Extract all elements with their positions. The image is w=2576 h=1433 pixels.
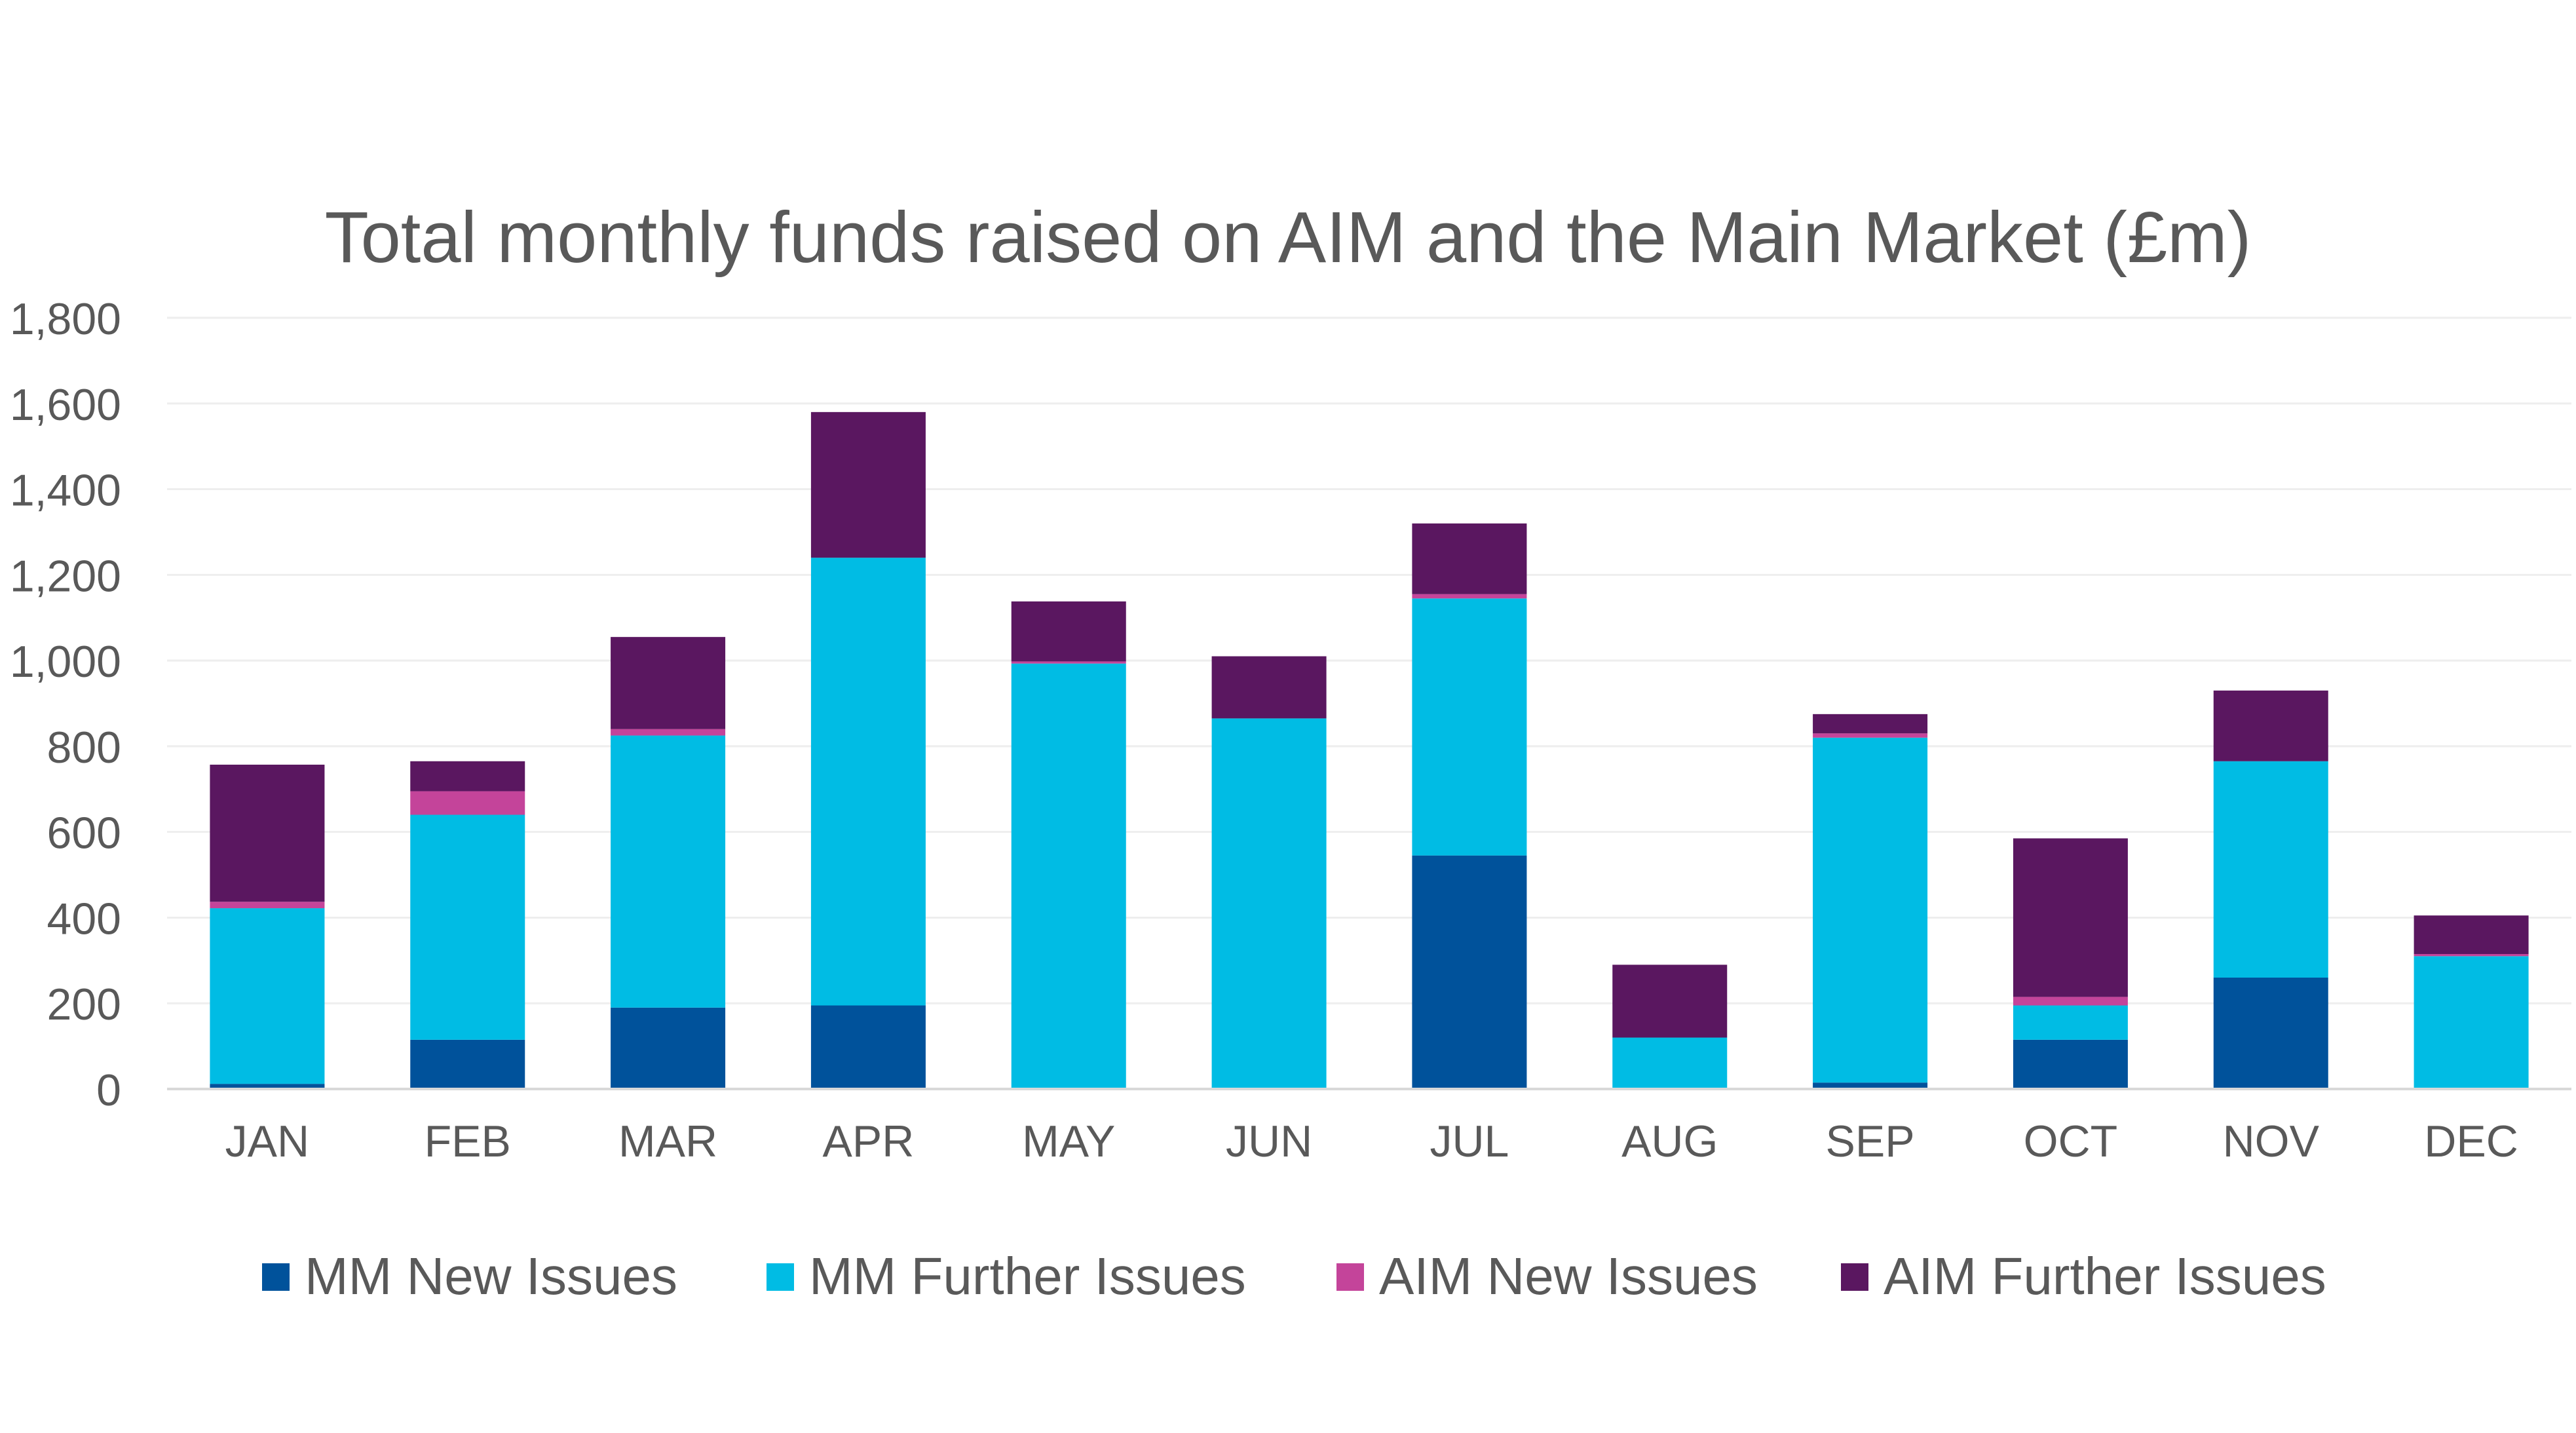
legend-label: MM Further Issues: [809, 1247, 1246, 1305]
legend-label: MM New Issues: [305, 1247, 677, 1305]
x-tick-label: OCT: [2024, 1117, 2118, 1166]
bar-segment: [410, 1039, 525, 1089]
bar-segment: [2414, 956, 2529, 1089]
bar-segment: [2213, 690, 2328, 761]
x-tick-label: NOV: [2223, 1117, 2320, 1166]
bar-segment: [2213, 977, 2328, 1089]
bar-segment: [210, 908, 325, 1084]
bar-segment: [1011, 663, 1126, 1088]
x-tick-label: JUL: [1430, 1117, 1509, 1166]
bar-segment: [1211, 718, 1327, 1089]
y-tick-label: 1,600: [10, 380, 121, 430]
bar-segment: [1813, 714, 1928, 734]
bar-segment: [2013, 997, 2128, 1006]
bar-segment: [210, 765, 325, 902]
y-tick-label: 800: [47, 723, 121, 773]
bar-segment: [1412, 523, 1527, 594]
bar-segment: [2414, 954, 2529, 957]
y-tick-label: 1,200: [10, 551, 121, 601]
x-tick-label: SEP: [1826, 1117, 1915, 1166]
bar-segment: [611, 1007, 726, 1089]
bar-segment: [410, 761, 525, 792]
bar-segment: [410, 814, 525, 1040]
legend: MM New Issues MM Further Issues AIM New Is…: [262, 1247, 2326, 1305]
bar-segment: [410, 791, 525, 815]
bar-segment: [1612, 965, 1728, 1038]
bar-segment: [611, 729, 726, 736]
bar-segment: [2414, 915, 2529, 955]
bar-segment: [2213, 761, 2328, 978]
bar-segment: [2013, 838, 2128, 997]
bar-segment: [1612, 1037, 1728, 1089]
legend-item: MM New Issues: [262, 1247, 677, 1305]
y-tick-label: 1,400: [10, 466, 121, 516]
x-tick-label: APR: [823, 1117, 915, 1166]
chart-title: Total monthly funds raised on AIM and th…: [325, 197, 2252, 278]
x-axis-tick-labels: JAN FEB MAR APR MAY JUN JUL AUG SEP OCT NOV DEC: [225, 1117, 2518, 1166]
legend-item: AIM New Issues: [1336, 1247, 1758, 1305]
bar-segment: [810, 558, 926, 1006]
x-tick-label: FEB: [425, 1117, 511, 1166]
y-tick-label: 400: [47, 894, 121, 944]
bar-segment: [210, 1084, 325, 1089]
bar-segment: [1412, 594, 1527, 599]
y-tick-label: 200: [47, 980, 121, 1029]
bars: [210, 411, 2529, 1089]
y-tick-label: 600: [47, 809, 121, 858]
legend-swatch: [767, 1263, 794, 1291]
bar-segment: [810, 1005, 926, 1089]
bar-segment: [1011, 661, 1126, 664]
x-tick-label: MAR: [618, 1117, 717, 1166]
y-axis-tick-labels: 0 200 400 600 800 1,000 1,200 1,400 1,600 1,800: [10, 294, 121, 1115]
bar-segment: [611, 735, 726, 1008]
y-tick-label: 1,000: [10, 637, 121, 687]
legend-item: MM Further Issues: [767, 1247, 1246, 1305]
bar-segment: [2013, 1039, 2128, 1089]
y-tick-label: 1,800: [10, 294, 121, 344]
bar-segment: [1412, 855, 1527, 1089]
x-tick-label: JAN: [225, 1117, 309, 1166]
legend-swatch: [1841, 1263, 1868, 1291]
gridlines: [167, 316, 2571, 1004]
legend-swatch: [262, 1263, 290, 1291]
bar-segment: [1813, 733, 1928, 738]
y-tick-label: 0: [96, 1065, 121, 1115]
x-tick-label: MAY: [1022, 1117, 1115, 1166]
bar-segment: [1813, 737, 1928, 1083]
bar-segment: [611, 637, 726, 729]
legend-item: AIM Further Issues: [1841, 1247, 2326, 1305]
bar-segment: [2013, 1005, 2128, 1040]
bar-segment: [1011, 601, 1126, 662]
legend-label: AIM New Issues: [1379, 1247, 1758, 1305]
x-tick-label: DEC: [2424, 1117, 2518, 1166]
legend-label: AIM Further Issues: [1884, 1247, 2326, 1305]
bar-segment: [1211, 656, 1327, 719]
x-tick-label: AUG: [1621, 1117, 1718, 1166]
x-tick-label: JUN: [1226, 1117, 1312, 1166]
legend-swatch: [1336, 1263, 1364, 1291]
bar-segment: [210, 902, 325, 909]
bar-segment: [1813, 1082, 1928, 1089]
bar-segment: [810, 411, 926, 558]
bar-segment: [1412, 598, 1527, 856]
